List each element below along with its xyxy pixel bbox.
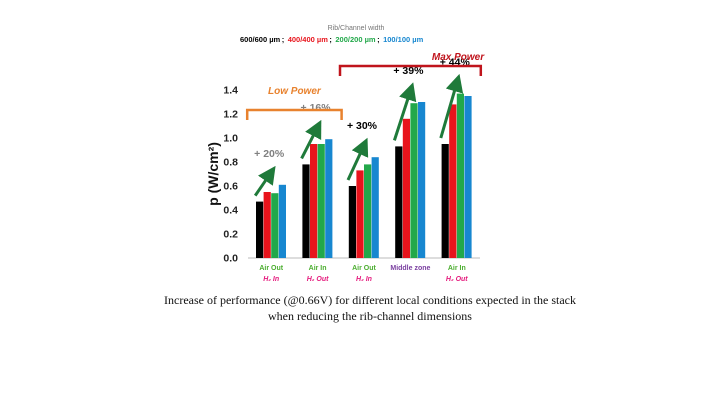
max-power-label: Max Power	[432, 52, 485, 63]
category-label: Air Out	[259, 265, 283, 272]
bar	[410, 103, 418, 258]
bar	[356, 170, 364, 258]
legend-entry: 400/400 µm	[288, 35, 329, 44]
legend-separator: ;	[377, 35, 380, 44]
increase-label: + 16%	[301, 102, 332, 114]
y-tick-label: 1.2	[223, 109, 238, 121]
bar	[402, 118, 410, 258]
bar	[317, 144, 325, 258]
category-sublabel: H₂ Out	[307, 276, 329, 283]
increase-arrow	[300, 119, 322, 160]
figure-caption: Increase of performance (@0.66V) for dif…	[164, 293, 576, 323]
bar	[418, 102, 426, 258]
y-tick-label: 0.4	[223, 205, 238, 217]
legend-entry: 200/200 µm	[335, 35, 376, 44]
category-sublabel: H₂ In	[263, 276, 279, 283]
bar	[449, 104, 457, 259]
category-label: Air Out	[352, 265, 376, 272]
low-power-bracket	[245, 108, 343, 120]
y-tick-label: 1.0	[223, 133, 238, 145]
bar	[302, 164, 310, 258]
category-label: Air In	[448, 265, 466, 272]
legend-separator: ;	[282, 35, 285, 44]
bar	[271, 193, 279, 258]
bar	[278, 184, 286, 258]
bar	[371, 157, 379, 258]
category-label: Middle zone	[390, 265, 430, 272]
increase-label: + 39%	[393, 65, 424, 77]
bar	[456, 93, 464, 258]
bar	[395, 146, 403, 258]
bar	[464, 96, 472, 258]
bar	[364, 164, 372, 258]
bar	[441, 144, 449, 258]
category-sublabel: H₂ Out	[446, 276, 468, 283]
increase-label: + 30%	[347, 120, 378, 132]
max-power-bracket	[338, 64, 483, 76]
increase-arrow	[346, 137, 369, 181]
legend-entry: 600/600 µm	[240, 35, 281, 44]
bar	[263, 192, 271, 258]
legend-title: Rib/Channel width	[328, 25, 385, 32]
y-tick-label: 0.6	[223, 181, 238, 193]
increase-arrow	[392, 82, 417, 141]
increase-label: + 20%	[254, 148, 285, 160]
bar	[325, 139, 333, 258]
legend-entry: 100/100 µm	[383, 35, 424, 44]
y-tick-label: 0.0	[223, 253, 238, 265]
category-label: Air In	[309, 265, 327, 272]
bar	[348, 186, 356, 258]
increase-arrow	[253, 165, 276, 197]
bar	[256, 201, 264, 258]
category-sublabel: H₂ In	[356, 276, 372, 283]
increase-arrow	[439, 73, 464, 139]
legend-separator: ;	[329, 35, 332, 44]
y-tick-label: 0.8	[223, 157, 238, 169]
y-tick-label: 0.2	[223, 229, 238, 241]
y-tick-label: 1.4	[223, 85, 238, 97]
low-power-label: Low Power	[268, 86, 322, 97]
y-axis-label: p (W/cm²)	[205, 142, 221, 206]
bar	[310, 144, 318, 258]
